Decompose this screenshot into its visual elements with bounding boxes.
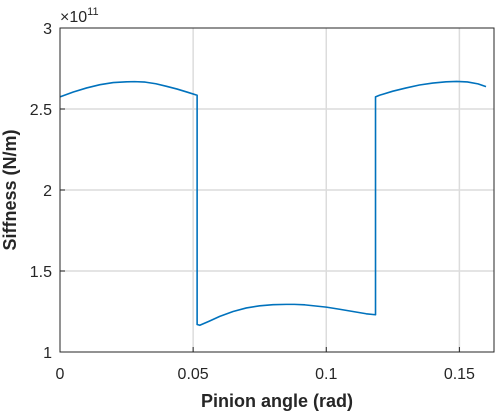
x-tick-label: 0.05 <box>178 366 209 383</box>
y-multiplier-exponent: 11 <box>87 6 98 18</box>
x-tick-label: 0.1 <box>315 366 337 383</box>
y-tick-label: 1 <box>43 345 52 362</box>
x-tick-labels: 0 0.05 0.1 0.15 <box>56 366 476 383</box>
axis-ticks <box>59 27 460 353</box>
y-multiplier: ×1011 <box>60 6 99 26</box>
y-tick-label: 2.5 <box>30 102 52 119</box>
series-group <box>59 80 487 327</box>
y-tick-labels: 1 1.5 2 2.5 3 <box>30 21 52 362</box>
y-tick-label: 1.5 <box>30 264 52 281</box>
y-axis-label: Siffness (N/m) <box>0 129 20 250</box>
y-tick-label: 2 <box>43 183 52 200</box>
x-axis-label: Pinion angle (rad) <box>201 391 353 411</box>
x-tick-label: 0.15 <box>444 366 475 383</box>
y-multiplier-base: ×10 <box>60 9 87 26</box>
series-line-1 <box>59 80 487 327</box>
y-tick-label: 3 <box>43 21 52 38</box>
x-tick-label: 0 <box>56 366 65 383</box>
